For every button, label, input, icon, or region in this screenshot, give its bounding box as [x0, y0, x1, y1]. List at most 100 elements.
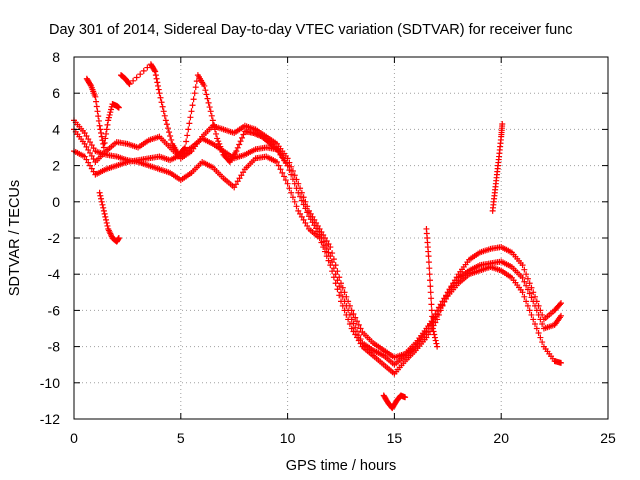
- data-point: [162, 117, 169, 124]
- series-track-7: [423, 225, 441, 350]
- data-point: [87, 149, 94, 156]
- x-tick-label: 0: [70, 430, 78, 446]
- data-point: [428, 295, 435, 302]
- data-point: [332, 271, 339, 278]
- data-point: [153, 75, 160, 82]
- data-point: [425, 259, 432, 266]
- data-point: [101, 139, 108, 146]
- data-point: [282, 177, 289, 184]
- data-point: [435, 308, 442, 315]
- series-track-3: [71, 122, 565, 366]
- x-tick-label: 20: [493, 430, 509, 446]
- data-point: [321, 242, 328, 249]
- data-point: [96, 122, 103, 129]
- data-point: [528, 311, 535, 318]
- data-point: [433, 340, 440, 347]
- data-point: [334, 277, 341, 284]
- data-point: [167, 133, 174, 140]
- data-point: [523, 271, 530, 278]
- y-axis-label: SDTVAR / TECUs: [7, 180, 23, 296]
- data-point: [185, 126, 192, 133]
- data-point: [307, 210, 314, 217]
- data-point: [284, 180, 291, 187]
- data-point: [233, 148, 240, 155]
- data-point: [90, 168, 97, 175]
- data-point: [298, 189, 305, 196]
- data-point: [532, 302, 539, 309]
- y-tick-label: -4: [48, 266, 61, 282]
- data-point: [207, 108, 214, 115]
- data-point: [521, 293, 528, 300]
- data-point: [539, 320, 546, 327]
- data-point: [289, 194, 296, 201]
- data-point: [350, 311, 357, 318]
- data-point: [295, 180, 302, 187]
- data-point: [431, 331, 438, 338]
- data-point: [182, 144, 189, 151]
- data-point: [535, 330, 542, 337]
- data-point: [240, 169, 247, 176]
- data-point: [523, 298, 530, 305]
- data-point: [100, 207, 107, 214]
- data-point: [92, 93, 99, 100]
- data-point: [159, 103, 166, 110]
- data-point: [88, 165, 95, 172]
- data-point: [350, 320, 357, 327]
- data-point: [234, 178, 241, 185]
- y-tick-label: -2: [48, 230, 61, 246]
- data-point: [204, 95, 211, 102]
- data-point: [279, 169, 286, 176]
- data-point: [291, 198, 298, 205]
- data-point: [94, 108, 101, 115]
- data-point: [103, 219, 110, 226]
- data-point: [156, 90, 163, 97]
- data-point: [188, 108, 195, 115]
- data-point: [352, 314, 359, 321]
- y-tick-label: 0: [52, 194, 60, 210]
- data-point: [302, 219, 309, 226]
- data-point: [354, 318, 361, 325]
- data-point: [218, 146, 225, 153]
- data-point: [236, 175, 243, 182]
- data-point: [192, 84, 199, 91]
- data-point: [316, 225, 323, 232]
- data-point: [277, 166, 284, 173]
- data-point: [100, 204, 107, 211]
- data-point: [309, 213, 316, 220]
- data-point: [286, 159, 293, 166]
- data-point: [434, 316, 441, 323]
- data-point: [190, 96, 197, 103]
- data-point: [332, 262, 339, 269]
- data-point: [533, 325, 540, 332]
- data-point: [336, 292, 343, 299]
- data-point: [184, 132, 191, 139]
- data-points: [71, 61, 565, 412]
- chart-title: Day 301 of 2014, Sidereal Day-to-day VTE…: [49, 22, 573, 38]
- data-point: [240, 131, 247, 138]
- data-point: [297, 185, 304, 192]
- data-point: [314, 222, 321, 229]
- data-point: [201, 82, 208, 89]
- data-point: [215, 138, 222, 145]
- data-point: [355, 332, 362, 339]
- data-point: [558, 300, 565, 307]
- data-point: [523, 282, 530, 289]
- data-point: [313, 219, 320, 226]
- data-point: [144, 64, 151, 71]
- data-point: [234, 144, 241, 151]
- data-point: [425, 253, 432, 260]
- data-point: [125, 80, 132, 87]
- data-point: [325, 257, 332, 264]
- data-point: [203, 91, 210, 98]
- data-point: [273, 158, 280, 165]
- data-point: [427, 277, 433, 284]
- data-point: [155, 86, 162, 93]
- data-point: [96, 189, 103, 196]
- data-point: [524, 275, 531, 282]
- series-track-5b: [96, 189, 122, 245]
- data-point: [115, 104, 122, 111]
- x-tick-label: 15: [387, 430, 403, 446]
- data-point: [191, 90, 198, 97]
- data-point: [429, 325, 436, 332]
- data-point: [181, 145, 188, 152]
